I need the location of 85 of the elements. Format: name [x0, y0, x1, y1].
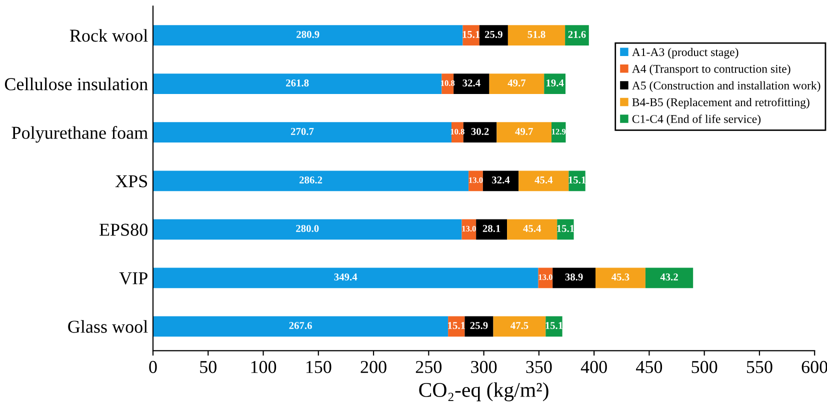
data-label: 19.4	[546, 79, 564, 86]
bar	[552, 268, 596, 288]
data-label: 280.0	[296, 224, 319, 232]
legend-label: B4-B5 (Replacement and retrofitting)	[632, 98, 810, 109]
data-label: 267.6	[289, 322, 312, 330]
bar	[544, 74, 566, 94]
bar	[507, 219, 558, 240]
bar	[479, 25, 508, 46]
x-tick-label: 200	[360, 360, 386, 374]
bar	[462, 219, 476, 240]
data-label: 28.1	[482, 224, 500, 232]
bar	[468, 170, 483, 192]
data-label: 349.4	[334, 274, 358, 281]
bar	[568, 170, 586, 192]
data-label: 13.0	[469, 177, 483, 183]
data-label: 15.1	[546, 322, 563, 330]
legend-label: A5 (Construction and installation work)	[632, 81, 820, 92]
bar	[496, 122, 552, 143]
data-label: 25.9	[470, 322, 488, 330]
data-label: 13.0	[538, 274, 552, 280]
data-label: 270.7	[290, 128, 314, 136]
y-tick-label: Glass wool	[68, 320, 148, 333]
data-label: 45.3	[612, 274, 630, 281]
bar	[493, 316, 546, 337]
x-tick-label: 500	[692, 360, 718, 374]
x-axis-title: CO₂-eq (kg/m²)	[419, 382, 548, 402]
bar	[152, 316, 448, 337]
legend-label: A1-A3 (product stage)	[632, 48, 738, 59]
x-tick-label: 350	[526, 360, 552, 374]
data-label: 280.9	[296, 30, 320, 38]
bar	[489, 74, 544, 94]
x-tick-label: 250	[416, 360, 442, 374]
x-tick-label: 100	[251, 360, 276, 374]
bar	[595, 268, 646, 288]
y-tick-label: XPS	[115, 175, 148, 188]
data-label: 15.1	[557, 225, 574, 232]
data-label: 13.0	[462, 226, 476, 232]
data-label: 45.4	[523, 225, 542, 232]
y-tick-label: EPS80	[99, 224, 148, 236]
x-tick-label: 550	[746, 360, 772, 374]
bar	[508, 25, 566, 46]
data-label: 38.9	[565, 273, 583, 281]
data-label: 45.4	[534, 176, 553, 184]
bar	[152, 25, 463, 46]
bar	[152, 219, 462, 240]
legend-label: C1-C4 (End of life service)	[632, 114, 761, 126]
data-label: 47.5	[510, 322, 528, 330]
legend-label: A4 (Transport to contruction site)	[632, 64, 790, 76]
bar	[518, 170, 569, 192]
data-label: 30.2	[471, 128, 489, 136]
x-tick-label: 300	[471, 360, 497, 374]
x-tick-label: 400	[580, 360, 607, 374]
bar	[482, 170, 519, 192]
bar	[152, 170, 469, 192]
bar	[152, 74, 442, 94]
data-label: 51.8	[528, 30, 546, 38]
data-label: 261.8	[286, 79, 309, 86]
y-tick-label: Cellulose insulation	[4, 78, 148, 90]
data-label: 49.7	[515, 128, 533, 136]
x-tick-label: 450	[636, 360, 662, 374]
data-label: 43.2	[660, 274, 678, 281]
data-label: 32.4	[492, 176, 510, 184]
data-label: 49.7	[508, 79, 526, 86]
bar	[565, 25, 589, 46]
y-tick-label: VIP	[119, 272, 148, 284]
y-tick-label: Rock wool	[70, 29, 148, 42]
bar	[476, 219, 508, 240]
bar	[546, 316, 562, 337]
y-tick-label: Polyurethane foam	[12, 126, 148, 143]
data-label: 286.2	[300, 176, 322, 184]
x-tick-label: 50	[200, 360, 216, 374]
bar	[152, 122, 452, 143]
bar	[454, 74, 490, 94]
x-tick-label: 150	[306, 360, 332, 374]
bar	[152, 268, 538, 288]
x-tick-label: 600	[802, 360, 827, 374]
bar	[464, 316, 494, 337]
data-label: 32.4	[462, 79, 480, 86]
data-label: 15.1	[568, 176, 586, 184]
x-tick-label: 0	[149, 360, 157, 374]
bar	[463, 122, 497, 143]
data-label: 21.6	[568, 30, 586, 38]
bar	[645, 268, 694, 288]
bar	[557, 219, 574, 240]
data-label: 25.9	[484, 30, 502, 38]
